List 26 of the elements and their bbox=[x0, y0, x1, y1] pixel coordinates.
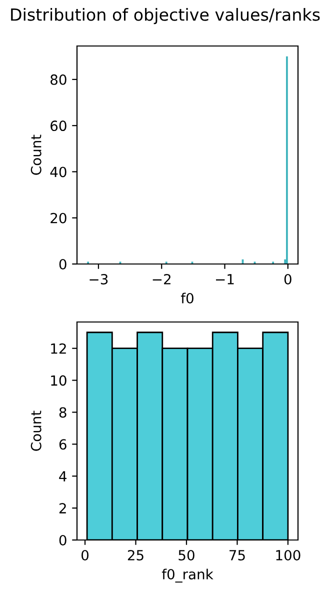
x-tick-label: 50 bbox=[178, 550, 194, 560]
x-axis-title: f0_rank bbox=[162, 568, 214, 583]
x-tick-label: 100 bbox=[276, 550, 300, 560]
x-tick-label: 0 bbox=[82, 550, 89, 560]
y-tick-label: 12 bbox=[51, 343, 66, 354]
chart-title: Distribution of objective values/ranks bbox=[11, 8, 320, 24]
y-tick-label: 20 bbox=[50, 212, 66, 224]
y-axis-title: Count bbox=[30, 410, 42, 451]
y-tick-label: 0 bbox=[59, 534, 66, 546]
y-tick-label: 6 bbox=[59, 439, 66, 450]
y-tick-label: 2 bbox=[59, 503, 66, 514]
y-tick-label: 4 bbox=[59, 471, 66, 482]
y-tick-label: 8 bbox=[59, 407, 66, 418]
x-tick-label: 0 bbox=[284, 274, 292, 284]
x-tick-label: −2 bbox=[152, 274, 170, 284]
x-axis-title: f0 bbox=[180, 292, 194, 304]
x-tick-label: 25 bbox=[128, 550, 144, 560]
x-tick-label: −3 bbox=[90, 274, 108, 284]
y-tick-label: 0 bbox=[59, 258, 66, 270]
y-tick-label: 40 bbox=[50, 166, 66, 178]
x-tick-label: −1 bbox=[216, 274, 234, 284]
y-tick-label: 60 bbox=[50, 120, 66, 132]
y-tick-label: 10 bbox=[51, 375, 66, 386]
y-axis-title: Count bbox=[30, 134, 42, 175]
x-tick-label: 75 bbox=[230, 550, 245, 560]
y-tick-label: 80 bbox=[50, 74, 66, 85]
